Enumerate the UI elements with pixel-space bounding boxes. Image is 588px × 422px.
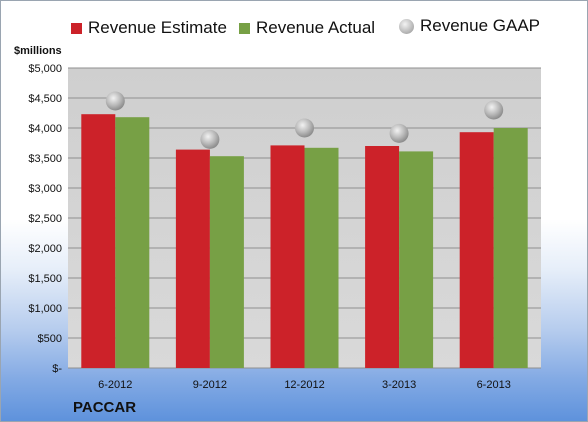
legend-item-revenue-actual: Revenue Actual (239, 18, 375, 38)
company-name: PACCAR (73, 399, 137, 416)
point-revenue-gaap (295, 118, 314, 138)
bar-revenue-estimate (459, 132, 494, 368)
x-tick-label: 6-2013 (477, 379, 511, 391)
y-axis-title: $millions (14, 45, 62, 57)
bars (81, 114, 528, 368)
bar-revenue-actual (399, 151, 434, 368)
y-tick-label: $- (52, 363, 62, 375)
bar-revenue-estimate (81, 114, 116, 368)
legend-label-revenue-estimate: Revenue Estimate (88, 18, 227, 37)
point-revenue-gaap (200, 129, 220, 149)
x-tick-label: 6-2012 (98, 379, 132, 391)
x-tick-label: 12-2012 (284, 379, 324, 391)
x-tick-label: 3-2013 (382, 379, 416, 391)
bar-revenue-actual (493, 128, 528, 368)
y-tick-label: $3,000 (28, 183, 62, 195)
bar-revenue-estimate (365, 146, 400, 368)
y-tick-label: $5,000 (28, 63, 62, 75)
legend-swatch-revenue-gaap (399, 18, 414, 34)
point-revenue-gaap (484, 100, 504, 120)
bar-revenue-estimate (175, 149, 210, 368)
y-tick-label: $4,500 (28, 93, 62, 105)
y-tick-label: $2,500 (28, 213, 62, 225)
y-tick-label: $4,000 (28, 123, 62, 135)
gaap-markers (105, 91, 504, 149)
point-revenue-gaap (389, 123, 409, 143)
y-tick-label: $2,000 (28, 243, 62, 255)
legend: Revenue Estimate Revenue Actual Revenue … (1, 1, 587, 41)
y-tick-label: $3,500 (28, 153, 62, 165)
y-tick-label: $1,000 (28, 303, 62, 315)
y-tick-label: $1,500 (28, 273, 62, 285)
legend-swatch-revenue-estimate (71, 22, 82, 34)
bar-revenue-actual (209, 156, 244, 368)
legend-item-revenue-gaap: Revenue GAAP (399, 16, 540, 36)
legend-label-revenue-actual: Revenue Actual (256, 18, 376, 37)
legend-swatch-revenue-actual (239, 22, 250, 34)
legend-item-revenue-estimate: Revenue Estimate (71, 18, 227, 38)
y-tick-label: $500 (38, 333, 62, 345)
bar-revenue-actual (304, 147, 339, 368)
x-tick-label: 9-2012 (193, 379, 227, 391)
bar-revenue-actual (115, 117, 150, 368)
bar-revenue-estimate (270, 145, 305, 368)
y-axis-ticks: $- $500 $1,000 $1,500 $2,000 $2,500 $3,000 $3,5… (28, 63, 62, 375)
legend-label-revenue-gaap: Revenue GAAP (420, 16, 541, 35)
x-axis-ticks: 6-2012 9-2012 12-2012 3-2013 6-2013 (98, 379, 511, 391)
point-revenue-gaap (105, 91, 125, 111)
